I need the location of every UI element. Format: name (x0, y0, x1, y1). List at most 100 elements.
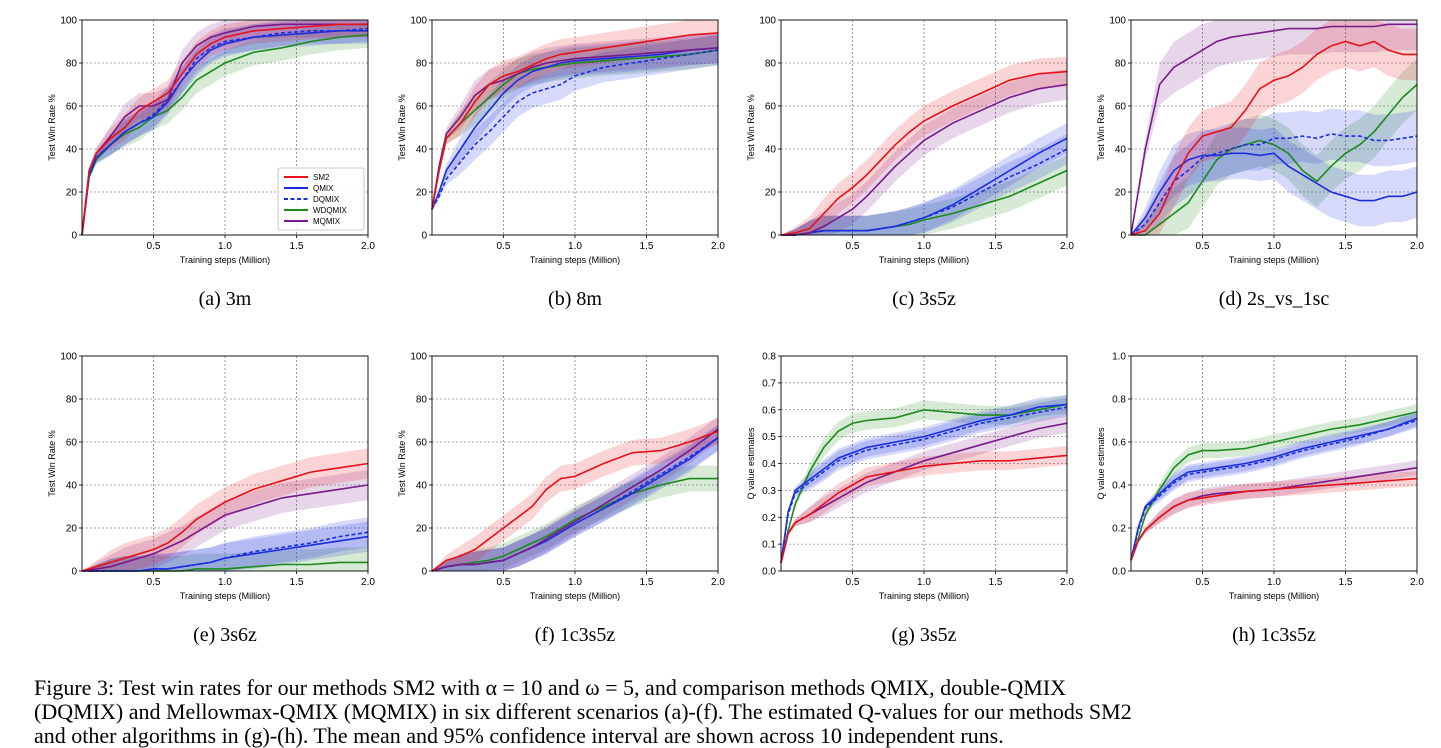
plot-frame (81, 19, 369, 236)
plot-frame (431, 355, 719, 572)
confidence-band-qmix (82, 521, 368, 571)
confidence-band-wdqmix (432, 35, 718, 210)
x-axis-label: Training steps (Million) (180, 591, 270, 601)
confidence-band-mqmix (1131, 20, 1417, 235)
y-tick-label: 100 (60, 352, 77, 363)
y-tick-label: 20 (416, 188, 428, 199)
legend-label-qmix: QMIX (313, 184, 334, 193)
panel-subtitle: (b) 8m (548, 288, 602, 310)
x-tick-label: 2.0 (1060, 241, 1074, 252)
y-tick-label: 0 (421, 231, 427, 242)
x-axis-label: Training steps (Million) (879, 255, 969, 265)
series-line-mqmix (431, 428, 719, 572)
confidence-band-dqmix (781, 133, 1067, 235)
x-tick-label: 1.0 (1267, 577, 1281, 588)
confidence-band-qmix (781, 123, 1067, 235)
plot-frame (81, 355, 369, 572)
x-tick-label: 1.0 (1267, 241, 1281, 252)
plot-frame (431, 19, 719, 236)
confidence-band-sm2 (1131, 471, 1417, 561)
legend-label-sm2: SM2 (313, 173, 330, 182)
y-axis-label: Q value estimates (746, 427, 756, 500)
chart-panel-4: 0 20 40 60 80 100 0.5 1.0 1.5 2.0 Training steps (… (1096, 16, 1424, 311)
y-tick-label: 0.2 (1112, 524, 1126, 535)
y-axis-label: Test Win Rate % (397, 430, 407, 497)
x-tick-label: 2.0 (361, 577, 375, 588)
confidence-band-dqmix (1131, 413, 1417, 561)
y-tick-label: 20 (66, 188, 78, 199)
confidence-band-mqmix (1131, 460, 1417, 561)
x-tick-label: 1.0 (568, 577, 582, 588)
legend-box (277, 167, 365, 231)
y-tick-label: 0 (71, 231, 77, 242)
caption-line-1: Figure 3: Test win rates for our methods… (34, 676, 1067, 700)
y-tick-label: 0.2 (762, 513, 776, 524)
x-tick-label: 1.0 (218, 241, 232, 252)
confidence-band-qmix (1131, 410, 1417, 561)
x-tick-label: 0.5 (1196, 577, 1210, 588)
chart-panel-1: 0 20 40 60 80 100 0.5 1.0 1.5 2.0 Training steps (… (47, 16, 375, 311)
y-tick-label: 100 (1109, 16, 1126, 27)
y-tick-label: 60 (765, 102, 777, 113)
series-line-wdqmix (1130, 411, 1418, 561)
series-line-qmix (780, 403, 1068, 564)
series-line-dqmix (781, 148, 1068, 236)
x-tick-label: 0.5 (846, 577, 860, 588)
x-tick-label: 1.5 (1339, 241, 1353, 252)
plot-frame (780, 19, 1068, 236)
y-tick-label: 60 (416, 102, 428, 113)
series-line-sm2 (1130, 477, 1418, 561)
chart-panel-7: 0.0 0.1 0.2 0.3 0.4 0.5 0.6 0.7 0.8 0.5 1.0 1.5 2.0 T… (746, 352, 1074, 647)
y-tick-label: 80 (765, 59, 777, 70)
series-line-dqmix (431, 437, 719, 572)
y-tick-label: 20 (1115, 188, 1127, 199)
series-line-mqmix (81, 23, 368, 236)
y-tick-label: 0 (421, 567, 427, 578)
confidence-band-mqmix (781, 69, 1067, 236)
series-line-sm2 (780, 454, 1068, 564)
y-tick-label: 0.4 (762, 459, 776, 470)
y-tick-label: 80 (1115, 59, 1127, 70)
series-line-sm2 (780, 70, 1068, 236)
legend: SM2 QMIX DQMIX WDQMIX MQMIX (277, 167, 365, 231)
confidence-band-dqmix (82, 517, 368, 571)
x-tick-label: 1.5 (290, 577, 304, 588)
panel-subtitle: (g) 3s5z (892, 624, 957, 646)
y-tick-label: 0.6 (1112, 438, 1126, 449)
y-tick-label: 40 (66, 145, 78, 156)
x-tick-label: 1.5 (640, 577, 654, 588)
legend-label-wdqmix: WDQMIX (313, 206, 347, 215)
series-line-mqmix (81, 484, 369, 572)
x-axis-label: Training steps (Million) (1229, 255, 1319, 265)
x-tick-label: 0.5 (147, 241, 161, 252)
series-line-mqmix (431, 47, 719, 210)
y-tick-label: 0 (1120, 231, 1126, 242)
x-tick-label: 0.5 (147, 577, 161, 588)
x-tick-label: 1.0 (917, 577, 931, 588)
y-tick-label: 80 (66, 395, 78, 406)
series-line-sm2 (81, 23, 368, 236)
y-tick-label: 0.5 (762, 432, 776, 443)
y-tick-label: 60 (66, 102, 78, 113)
y-tick-label: 0.6 (762, 405, 776, 416)
series-line-dqmix (81, 27, 369, 236)
panel-subtitle: (a) 3m (199, 288, 252, 310)
x-tick-label: 0.5 (497, 577, 511, 588)
confidence-band-dqmix (781, 397, 1067, 563)
confidence-band-sm2 (432, 418, 718, 571)
x-axis-label: Training steps (Million) (530, 591, 620, 601)
y-tick-label: 40 (1115, 145, 1127, 156)
series-line-sm2 (431, 32, 719, 210)
confidence-band-wdqmix (1131, 58, 1417, 236)
y-tick-label: 20 (765, 188, 777, 199)
series-line-sm2 (431, 430, 719, 572)
y-tick-label: 0 (770, 231, 776, 242)
x-tick-label: 2.0 (361, 241, 375, 252)
y-axis-label: Q value estimates (1096, 427, 1106, 500)
y-tick-label: 60 (416, 438, 428, 449)
chart-panel-3: 0 20 40 60 80 100 0.5 1.0 1.5 2.0 Training steps (… (746, 16, 1074, 311)
x-tick-label: 2.0 (711, 577, 725, 588)
y-tick-label: 80 (416, 395, 428, 406)
y-axis-label: Test Win Rate % (397, 94, 407, 161)
y-tick-label: 100 (759, 16, 776, 27)
